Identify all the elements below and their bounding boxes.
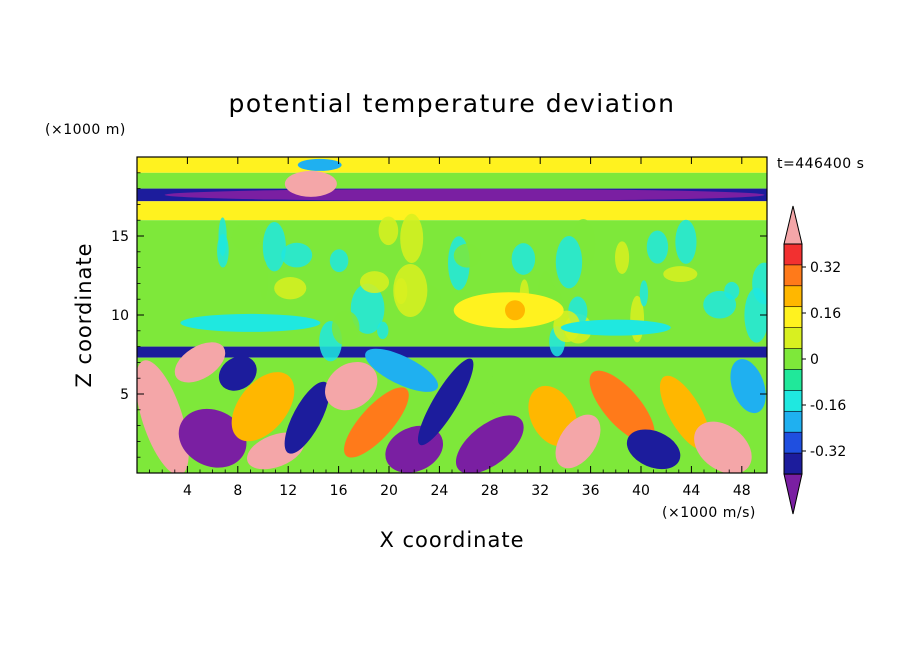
turbulence-cell-15 [626, 429, 681, 470]
colorbar-label: -0.16 [810, 398, 846, 414]
field-streak [646, 230, 669, 264]
top-dark-streak [164, 188, 765, 201]
plot-area [137, 157, 767, 473]
x-tick-label: 8 [233, 483, 242, 499]
x-axis-label: X coordinate [379, 528, 524, 552]
x-units-label: (×1000 m/s) [662, 505, 756, 521]
field-streak [329, 249, 349, 273]
turbulence-cell-10 [455, 415, 524, 473]
x-tick-label: 20 [380, 483, 398, 499]
warm-core [505, 300, 525, 321]
y-tick-label: 10 [111, 308, 129, 324]
cool-patch [180, 313, 321, 332]
colorbar-label: 0 [810, 352, 819, 368]
x-tick-label: 32 [531, 483, 549, 499]
y-units-label: (×1000 m) [45, 122, 126, 138]
x-tick-label: 40 [632, 483, 650, 499]
field-streak [744, 287, 767, 343]
top-blue-patch [297, 158, 342, 171]
x-tick-label: 12 [279, 483, 297, 499]
field-streak [350, 283, 385, 334]
field-streak [377, 321, 389, 340]
turbulence-cell-18 [730, 359, 766, 414]
field-streak [703, 290, 737, 319]
field-streak [359, 271, 390, 294]
turbulence-cell-14 [589, 370, 655, 443]
heatmap-band-3 [137, 201, 767, 221]
turbulence-cell-0 [137, 360, 189, 473]
colorbar-cell [783, 264, 803, 287]
turbulence-cell-13 [555, 414, 601, 469]
x-axis: 4 8 12 16 20 24 28 32 36 40 44 48 [149, 157, 755, 499]
y-axis-label: Z coordinate [72, 242, 96, 387]
field-streak [259, 260, 269, 301]
colorbar-label: -0.32 [810, 444, 846, 460]
chart-title: potential temperature deviation [229, 89, 676, 118]
field-streak [274, 276, 307, 300]
colorbar-cell [783, 327, 803, 350]
turbulence-cell-7 [344, 387, 409, 458]
colorbar-cell [783, 243, 803, 266]
y-tick-label: 15 [111, 229, 129, 245]
field-streak [453, 243, 481, 268]
colorbar-cell [783, 348, 803, 371]
field-streak [663, 266, 698, 282]
colorbar-label: 0.16 [810, 306, 841, 322]
colorbar-under-triangle [783, 473, 803, 515]
field-streak [393, 263, 428, 317]
heatmap-band-1 [137, 172, 767, 189]
turbulence-cell-1 [178, 408, 247, 468]
colorbar-over-triangle [783, 205, 803, 245]
heatmap-band-0 [137, 157, 767, 173]
turbulence-cell-20 [218, 356, 257, 391]
turbulence-cell-6 [325, 361, 378, 411]
x-tick-label: 48 [733, 483, 751, 499]
turbulence-cell-2 [174, 342, 226, 383]
cool-patch [560, 319, 671, 336]
field-streak [511, 243, 536, 275]
colorbar: 0.32 0.16 0 -0.16 -0.32 [783, 205, 846, 515]
colorbar-cell [783, 390, 803, 412]
colorbar-cell [783, 452, 803, 475]
field-streak [231, 223, 261, 251]
field-streak [400, 213, 424, 263]
x-tick-label: 24 [430, 483, 448, 499]
colorbar-cell [783, 369, 803, 391]
x-tick-label: 36 [582, 483, 600, 499]
colorbar-cell [783, 431, 803, 454]
field-streak [331, 310, 360, 346]
field-streak [639, 280, 649, 307]
turbulence-cell-5 [284, 381, 330, 454]
turbulence-cell-19 [365, 348, 439, 392]
colorbar-cell [783, 285, 803, 308]
x-tick-label: 4 [183, 483, 192, 499]
y-tick-label: 5 [120, 387, 129, 403]
x-tick-label: 16 [330, 483, 348, 499]
field-streak [615, 241, 630, 275]
colorbar-label: 0.32 [810, 260, 841, 276]
field-streak [378, 216, 399, 246]
heatmap-band-5 [137, 346, 767, 358]
field-streak [555, 236, 583, 289]
field-streak [217, 233, 229, 268]
colorbar-cell [783, 306, 803, 329]
y-axis: 5 10 15 [111, 172, 767, 458]
field-streak [675, 219, 697, 264]
x-tick-label: 44 [682, 483, 700, 499]
turbulence-cell-3 [231, 372, 295, 442]
turbulence-cell-9 [417, 358, 474, 446]
x-tick-label: 28 [481, 483, 499, 499]
turbulence-cell-17 [694, 421, 752, 473]
colorbar-cell [783, 410, 803, 433]
field-streak [281, 242, 313, 268]
top-pink-blob [284, 170, 337, 197]
field-streak [262, 222, 286, 272]
time-label: t=446400 s [777, 156, 864, 172]
